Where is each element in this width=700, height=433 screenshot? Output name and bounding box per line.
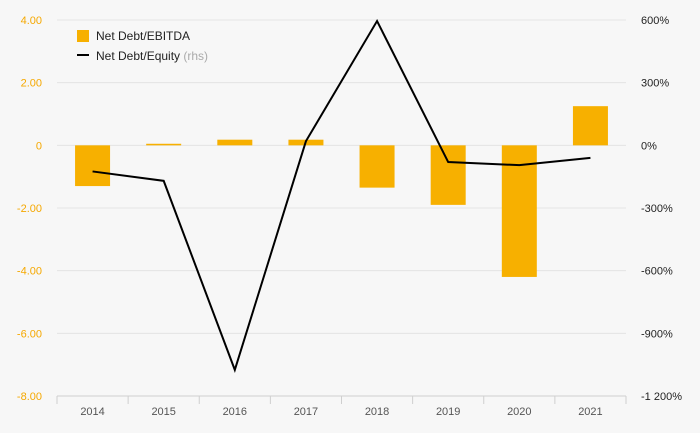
x-axis-tick-label: 2014 [80, 406, 104, 418]
right-axis-tick-label: -300% [641, 203, 673, 215]
x-axis-tick-label: 2020 [507, 406, 531, 418]
bar-2020 [501, 145, 537, 277]
axes: 4.00 2.00 0 -2.00 -4.00 -6.00 -8.00 600% 300% 0% -… [17, 15, 682, 418]
bar-2016 [217, 139, 253, 146]
left-axis-tick-label: 2.00 [21, 78, 42, 90]
x-axis-tick-label: 2015 [151, 406, 175, 418]
legend-label-line-name: Net Debt/Equity [96, 49, 183, 63]
right-axis-tick-label: 600% [641, 15, 669, 27]
bar-2014 [75, 145, 111, 187]
left-axis-tick-label: -4.00 [17, 266, 42, 278]
right-axis-tick-label: -900% [641, 328, 673, 340]
left-axis-tick-label: 4.00 [21, 15, 42, 27]
line-net-debt-equity [92, 18, 591, 373]
left-axis-tick-label: 0 [36, 140, 42, 152]
legend-bar-swatch [77, 30, 89, 42]
legend-label-rhs: (rhs) [183, 49, 208, 63]
x-axis-tick-label: 2016 [223, 406, 247, 418]
right-axis-tick-label: -1 200% [641, 391, 682, 403]
x-axis-tick-label: 2017 [294, 406, 318, 418]
bar-2019 [430, 145, 466, 205]
right-axis-tick-label: -600% [641, 266, 673, 278]
line-series [92, 18, 591, 373]
left-axis-tick-label: -6.00 [17, 328, 42, 340]
bar-series [75, 106, 608, 277]
bar-2018 [359, 145, 395, 188]
left-axis-tick-label: -2.00 [17, 203, 42, 215]
left-axis-tick-label: -8.00 [17, 391, 42, 403]
bar-2015 [146, 143, 182, 146]
right-axis-tick-label: 300% [641, 78, 669, 90]
gridlines [57, 19, 626, 334]
legend-label-line: Net Debt/Equity (rhs) [96, 49, 208, 63]
right-axis-tick-label: 0% [641, 140, 657, 152]
x-axis-tick-label: 2021 [578, 406, 602, 418]
x-axis-tick-label: 2019 [436, 406, 460, 418]
bar-2021 [572, 106, 608, 146]
x-axis-tick-label: 2018 [365, 406, 389, 418]
legend-label-bar: Net Debt/EBITDA [96, 29, 190, 43]
legend: Net Debt/EBITDA Net Debt/Equity (rhs) [77, 29, 208, 63]
